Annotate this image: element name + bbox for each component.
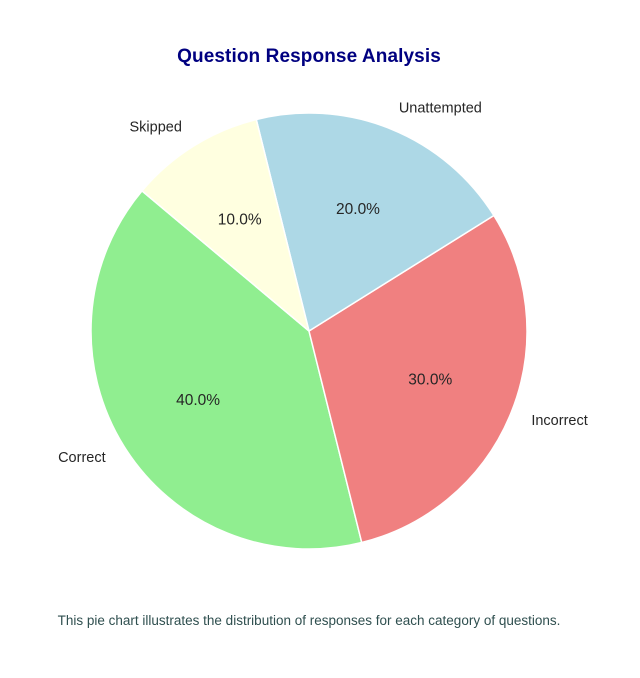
pie-percent-incorrect: 30.0% [408,372,452,389]
pie-labels: Correct 40.0% Incorrect 30.0% Unattempted 20.… [58,101,588,466]
chart-title: Question Response Analysis [177,46,441,67]
pie-label-skipped: Skipped [130,120,182,136]
pie-slice-correct [90,190,363,550]
pie-wedges [90,112,528,550]
pie-slice-unattempted [255,112,495,332]
pie-percent-correct: 40.0% [176,392,220,409]
pie-percent-unattempted: 20.0% [336,201,380,218]
pie-label-incorrect: Incorrect [531,413,587,429]
chart-caption: This pie chart illustrates the distribut… [57,613,561,628]
pie-percent-skipped: 10.0% [218,212,262,229]
pie-slice-skipped [141,118,310,332]
pie-label-unattempted: Unattempted [399,101,482,117]
pie-label-correct: Correct [58,450,106,466]
